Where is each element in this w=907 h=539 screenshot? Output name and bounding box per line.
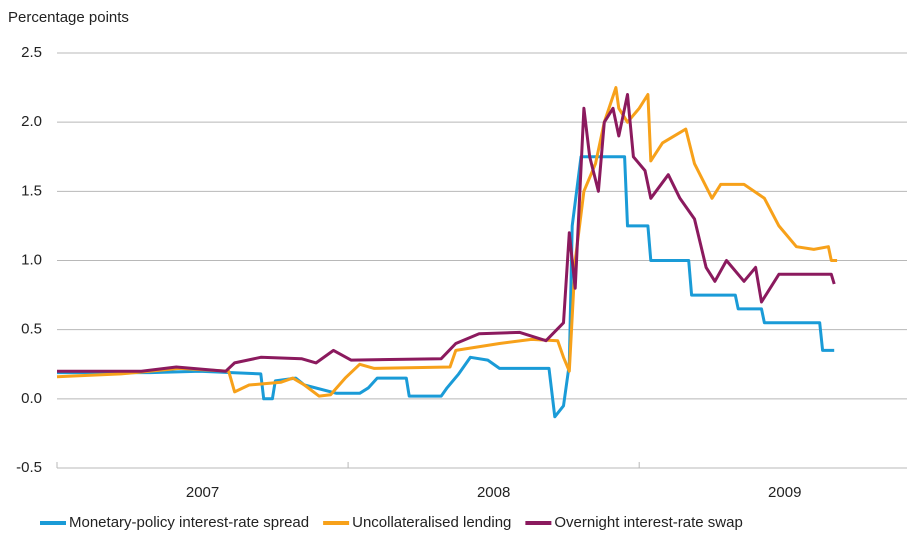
legend-label: Overnight interest-rate swap — [554, 514, 742, 531]
y-tick-label: -0.5 — [16, 459, 42, 476]
series-line — [57, 155, 835, 419]
x-tick-label: 2008 — [477, 484, 510, 501]
legend-label: Uncollateralised lending — [352, 514, 511, 531]
y-tick-label: 0.0 — [21, 390, 42, 407]
y-axis-label: Percentage points — [8, 9, 129, 26]
series-line — [57, 93, 836, 373]
x-tick-label: 2009 — [768, 484, 801, 501]
y-tick-label: 1.0 — [21, 251, 42, 268]
legend-label: Monetary-policy interest-rate spread — [69, 514, 309, 531]
lines — [56, 86, 838, 419]
series-line — [56, 86, 838, 398]
y-tick-label: 0.5 — [21, 321, 42, 338]
legend: Monetary-policy interest-rate spread Unco… — [40, 514, 743, 531]
grid — [56, 52, 907, 469]
y-tick-label: 1.5 — [21, 182, 42, 199]
x-tick-label: 2007 — [186, 484, 219, 501]
y-tick-label: 2.5 — [21, 44, 42, 61]
y-tick-label: 2.0 — [21, 113, 42, 130]
